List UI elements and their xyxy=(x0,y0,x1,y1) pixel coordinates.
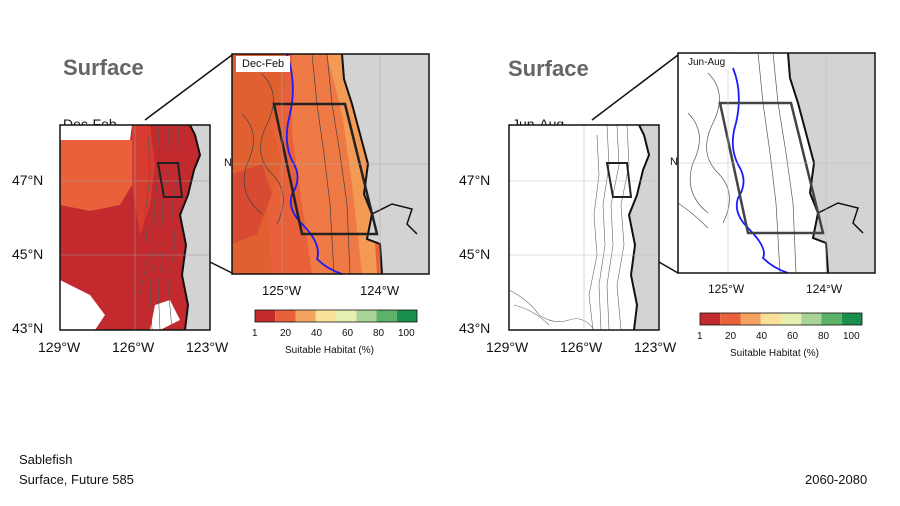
left-colorbar-label: Suitable Habitat (%) xyxy=(285,345,374,356)
left-lon-tick-123: 123°W xyxy=(186,339,229,355)
right-colorbar-tick-100: 100 xyxy=(843,331,860,342)
left-colorbar-tick-1: 1 xyxy=(252,328,258,339)
left-lat-tick-43: 43°N xyxy=(12,320,44,336)
left-colorbar-tick-20: 20 xyxy=(280,328,292,339)
right-inset-lon-tick-125: 125°W xyxy=(708,282,745,296)
left-colorbar-tick-80: 80 xyxy=(373,328,385,339)
left-main-map xyxy=(59,124,211,331)
right-colorbar-tick-20: 20 xyxy=(725,331,737,342)
right-colorbar-tick-60: 60 xyxy=(787,331,799,342)
right-colorbar-label: Suitable Habitat (%) xyxy=(730,348,819,359)
right-lon-tick-129: 129°W xyxy=(486,339,529,355)
left-lon-tick-129: 129°W xyxy=(38,339,81,355)
left-inset-lat-tick: N xyxy=(224,157,232,169)
right-inset-lon-tick-124: 124°W xyxy=(806,282,843,296)
left-lat-tick-45: 45°N xyxy=(12,246,44,262)
right-panel-title: Surface xyxy=(508,56,589,81)
right-colorbar-tick-80: 80 xyxy=(818,331,830,342)
footer-species: Sablefish xyxy=(19,452,73,467)
left-inset-map xyxy=(231,53,430,275)
footer-period: 2060-2080 xyxy=(805,472,868,487)
left-colorbar-tick-60: 60 xyxy=(342,328,354,339)
left-colorbar xyxy=(254,309,418,323)
right-lat-tick-47: 47°N xyxy=(459,172,491,188)
right-inset-map xyxy=(677,52,876,274)
left-inset-lon-tick-124: 124°W xyxy=(360,283,400,298)
right-colorbar-tick-40: 40 xyxy=(756,331,768,342)
right-lon-tick-126: 126°W xyxy=(560,339,603,355)
footer-scenario: Surface, Future 585 xyxy=(19,472,134,487)
right-colorbar xyxy=(699,312,863,326)
right-lon-tick-123: 123°W xyxy=(634,339,677,355)
left-inset-lon-tick-125: 125°W xyxy=(262,283,302,298)
right-main-map xyxy=(508,124,660,331)
right-inset-lat-tick: N xyxy=(670,156,678,168)
left-panel-title: Surface xyxy=(63,55,144,80)
right-inset-label: Jun-Aug xyxy=(682,55,732,70)
right-lat-tick-45: 45°N xyxy=(459,246,491,262)
right-lat-tick-43: 43°N xyxy=(459,320,491,336)
left-lon-tick-126: 126°W xyxy=(112,339,155,355)
left-colorbar-tick-40: 40 xyxy=(311,328,323,339)
right-colorbar-tick-1: 1 xyxy=(697,331,703,342)
left-lat-tick-47: 47°N xyxy=(12,172,44,188)
left-colorbar-tick-100: 100 xyxy=(398,328,415,339)
left-inset-label: Dec-Feb xyxy=(236,56,291,72)
